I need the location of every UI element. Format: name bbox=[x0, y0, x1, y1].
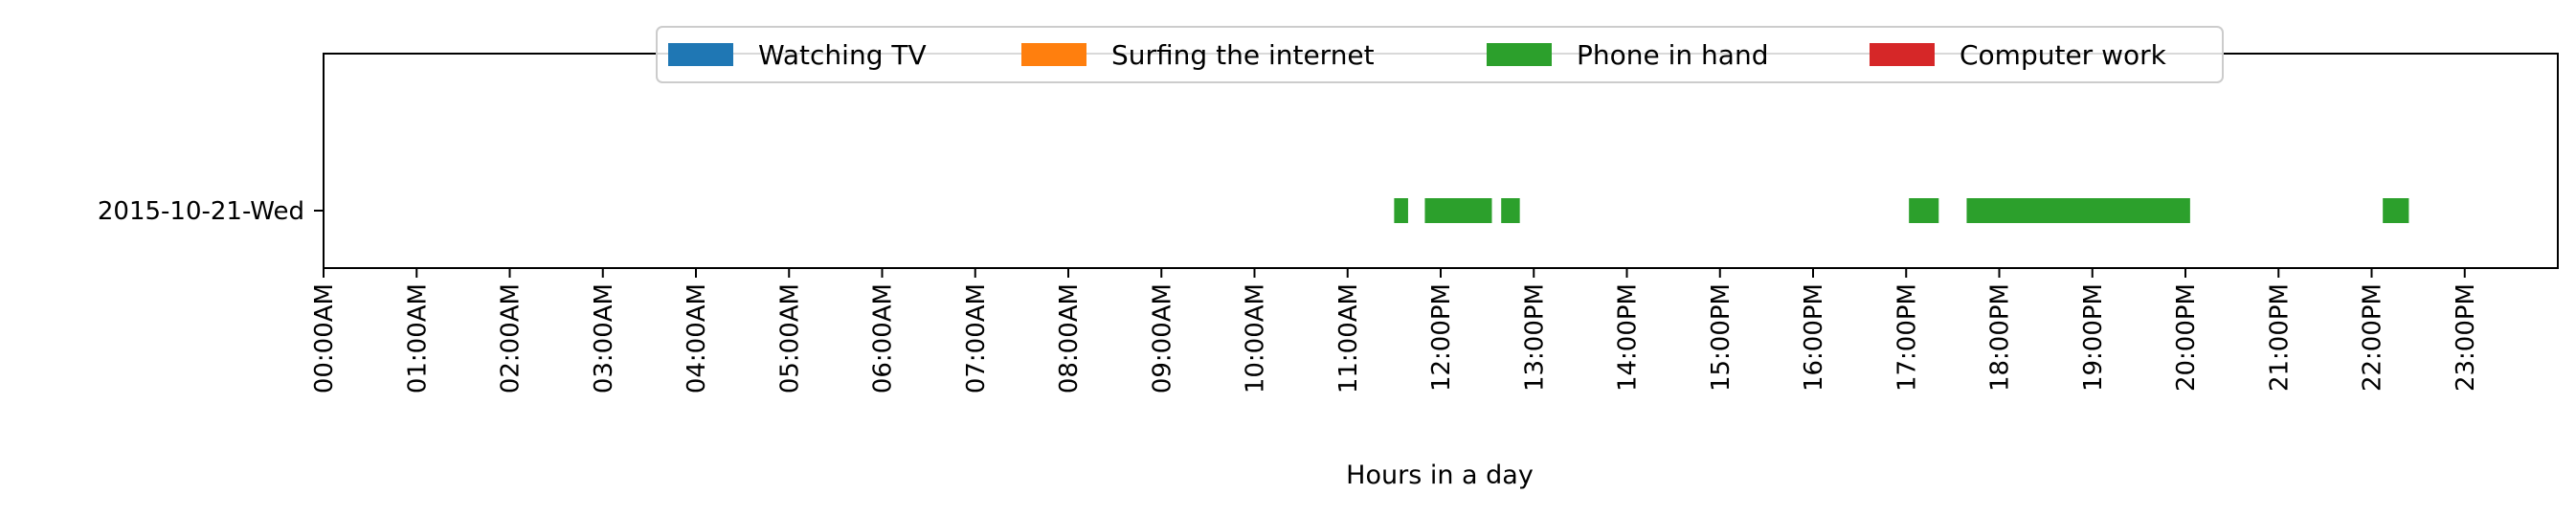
y-axis: 2015-10-21-Wed bbox=[98, 197, 324, 226]
x-tick-label: 11:00AM bbox=[1334, 283, 1363, 393]
x-tick-label: 07:00AM bbox=[962, 283, 991, 393]
bar-phone-in-hand-3 bbox=[1909, 198, 1939, 223]
legend-swatch-surfing-the-internet bbox=[1021, 43, 1086, 66]
x-tick-label: 12:00PM bbox=[1427, 283, 1456, 392]
x-tick-label: 01:00AM bbox=[403, 283, 432, 393]
x-tick-label: 04:00AM bbox=[683, 283, 711, 393]
bar-phone-in-hand-1 bbox=[1424, 198, 1492, 223]
x-tick-label: 09:00AM bbox=[1148, 283, 1176, 393]
x-tick-label: 18:00PM bbox=[1986, 283, 2015, 392]
bars-layer bbox=[1394, 198, 2409, 223]
bar-phone-in-hand-0 bbox=[1394, 198, 1408, 223]
x-tick-label: 16:00PM bbox=[1800, 283, 1828, 392]
x-tick-label: 14:00PM bbox=[1614, 283, 1643, 392]
legend-label: Computer work bbox=[1960, 39, 2167, 71]
bar-phone-in-hand-4 bbox=[1966, 198, 2190, 223]
bar-phone-in-hand-5 bbox=[2383, 198, 2409, 223]
x-tick-label: 00:00AM bbox=[310, 283, 339, 393]
x-tick-label: 10:00AM bbox=[1242, 283, 1270, 393]
legend-label: Phone in hand bbox=[1577, 39, 1768, 71]
legend-swatch-phone-in-hand bbox=[1487, 43, 1552, 66]
bar-phone-in-hand-2 bbox=[1501, 198, 1520, 223]
legend-label: Surfing the internet bbox=[1111, 39, 1375, 71]
x-axis: 00:00AM 01:00AM 02:00AM 03:00AM 04:00AM 05:00… bbox=[310, 268, 2480, 393]
x-tick-label: 05:00AM bbox=[775, 283, 804, 393]
legend-swatch-watching-tv bbox=[668, 43, 733, 66]
legend: Watching TV Surfing the internet Phone in … bbox=[656, 26, 2224, 83]
legend-label: Watching TV bbox=[758, 39, 927, 71]
x-tick-label: 20:00PM bbox=[2172, 283, 2201, 392]
x-axis-title: Hours in a day bbox=[1346, 461, 1534, 490]
x-tick-label: 08:00AM bbox=[1055, 283, 1084, 393]
x-tick-label: 03:00AM bbox=[590, 283, 618, 393]
x-tick-label: 19:00PM bbox=[2079, 283, 2108, 392]
legend-swatch-computer-work bbox=[1870, 43, 1935, 66]
x-tick-label: 06:00AM bbox=[869, 283, 898, 393]
x-tick-label: 02:00AM bbox=[497, 283, 526, 393]
y-tick-label: 2015-10-21-Wed bbox=[98, 197, 304, 226]
x-tick-label: 15:00PM bbox=[1707, 283, 1736, 392]
x-tick-label: 13:00PM bbox=[1520, 283, 1549, 392]
x-tick-label: 22:00PM bbox=[2359, 283, 2387, 392]
x-tick-label: 23:00PM bbox=[2452, 283, 2480, 392]
legend-box bbox=[656, 26, 2224, 83]
x-tick-label: 21:00PM bbox=[2265, 283, 2294, 392]
x-tick-label: 17:00PM bbox=[1893, 283, 1921, 392]
